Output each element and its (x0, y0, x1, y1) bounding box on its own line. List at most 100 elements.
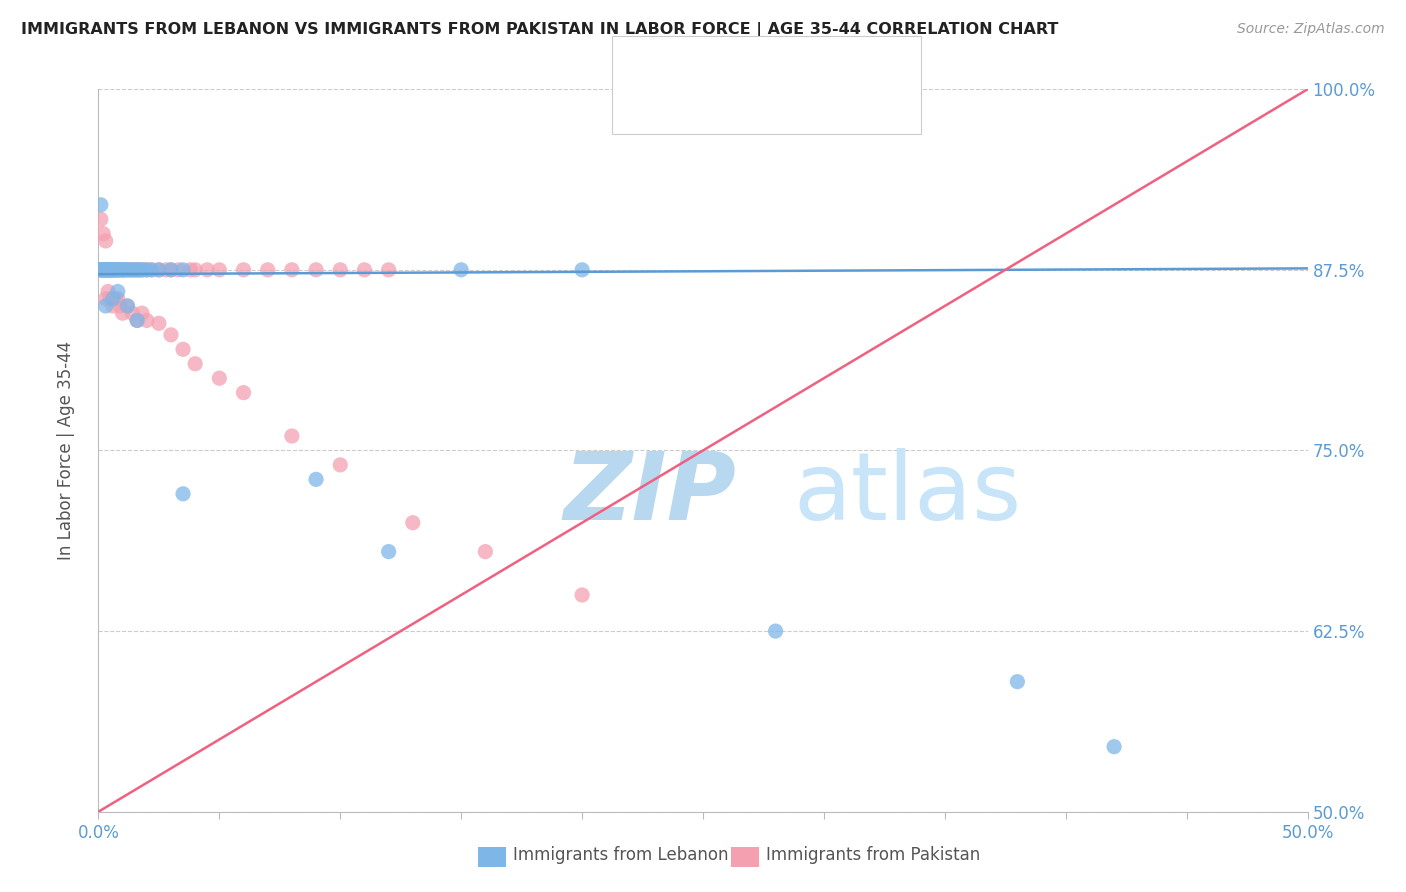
Point (100, 263, 122, 277)
Point (148, 263, 170, 277)
Point (179, 263, 201, 277)
Point (160, 263, 183, 277)
Point (94, 299, 117, 313)
Point (91, 263, 114, 277)
Point (94, 263, 117, 277)
Point (135, 313, 157, 327)
Point (167, 263, 190, 277)
Point (90, 263, 112, 277)
Point (127, 263, 149, 277)
Point (450, 263, 472, 277)
Point (148, 263, 170, 277)
Point (117, 299, 139, 313)
Text: atlas: atlas (793, 448, 1022, 540)
Point (107, 263, 129, 277)
Y-axis label: In Labor Force | Age 35-44: In Labor Force | Age 35-44 (56, 341, 75, 560)
Text: R =: R = (658, 87, 697, 104)
Point (184, 357, 207, 371)
Point (172, 343, 194, 357)
Point (104, 292, 127, 306)
Point (97, 263, 120, 277)
Text: IMMIGRANTS FROM LEBANON VS IMMIGRANTS FROM PAKISTAN IN LABOR FORCE | AGE 35-44 C: IMMIGRANTS FROM LEBANON VS IMMIGRANTS FR… (21, 22, 1059, 38)
Point (91, 227, 114, 241)
Point (172, 487, 194, 501)
Point (124, 263, 146, 277)
Point (94, 263, 117, 277)
Point (124, 263, 146, 277)
Point (107, 263, 129, 277)
Point (94, 263, 117, 277)
Point (121, 306, 143, 320)
Point (107, 285, 129, 299)
Point (195, 263, 218, 277)
Point (100, 292, 122, 306)
Text: N =: N = (756, 51, 796, 69)
Point (100, 263, 122, 277)
Point (256, 263, 278, 277)
Point (118, 263, 141, 277)
Point (97, 263, 120, 277)
Point (108, 299, 131, 313)
Point (135, 263, 157, 277)
Point (127, 313, 149, 327)
Point (91, 263, 114, 277)
Point (128, 263, 150, 277)
Point (155, 263, 177, 277)
Point (117, 299, 139, 313)
Point (765, 624, 787, 639)
Text: Immigrants from Pakistan: Immigrants from Pakistan (766, 846, 980, 863)
Point (281, 429, 304, 443)
Point (94, 234, 117, 248)
Point (131, 306, 153, 320)
Point (90, 198, 112, 212)
Point (100, 263, 122, 277)
Point (127, 313, 149, 327)
Point (111, 263, 134, 277)
Point (353, 263, 375, 277)
Point (117, 263, 139, 277)
Point (104, 263, 127, 277)
Text: 51: 51 (790, 51, 815, 69)
Point (111, 306, 134, 320)
Point (134, 263, 156, 277)
Point (100, 263, 122, 277)
Point (94, 263, 117, 277)
Point (232, 385, 254, 400)
Text: ZIP: ZIP (564, 448, 737, 540)
Point (148, 316, 170, 330)
Point (104, 263, 127, 277)
Point (91, 263, 114, 277)
Point (111, 263, 134, 277)
Point (111, 263, 134, 277)
Text: N =: N = (756, 87, 796, 104)
Point (111, 263, 134, 277)
Point (131, 263, 153, 277)
Point (377, 544, 399, 558)
Point (281, 263, 304, 277)
Point (90, 212, 112, 227)
Point (117, 263, 139, 277)
Point (305, 263, 328, 277)
Point (104, 263, 127, 277)
Point (90, 263, 112, 277)
Point (474, 544, 496, 558)
Point (101, 292, 124, 306)
Point (131, 263, 153, 277)
Point (121, 263, 143, 277)
Point (94, 263, 117, 277)
Point (208, 371, 231, 385)
Point (402, 516, 425, 530)
Point (114, 263, 136, 277)
Point (377, 263, 399, 277)
Point (121, 263, 143, 277)
Point (135, 263, 157, 277)
Point (101, 263, 124, 277)
Point (329, 263, 352, 277)
Point (1007, 674, 1029, 689)
Point (114, 263, 136, 277)
Point (101, 263, 124, 277)
Point (101, 263, 124, 277)
Point (184, 263, 207, 277)
Point (172, 263, 194, 277)
Point (329, 458, 352, 472)
